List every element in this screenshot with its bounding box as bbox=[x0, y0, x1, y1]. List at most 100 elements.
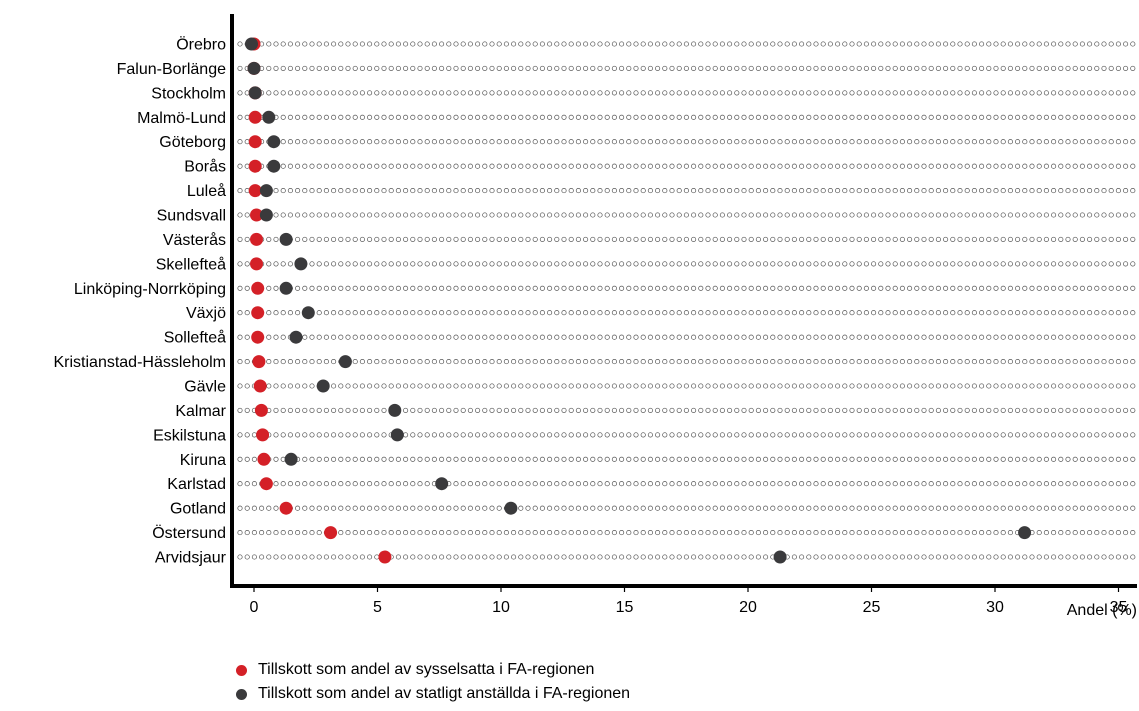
point-state-share bbox=[301, 306, 315, 320]
point-employed-share bbox=[248, 135, 262, 149]
point-state-share bbox=[338, 355, 352, 369]
x-axis-title: Andel (%) bbox=[1067, 602, 1137, 619]
legend-dark-dot-icon bbox=[236, 688, 247, 700]
point-state-share bbox=[262, 110, 276, 124]
point-state-share bbox=[267, 159, 281, 173]
point-state-share bbox=[294, 257, 308, 271]
category-label: Malmö-Lund bbox=[137, 110, 226, 127]
point-state-share bbox=[504, 501, 518, 515]
point-employed-share bbox=[250, 257, 263, 271]
point-state-share bbox=[247, 61, 261, 75]
x-tick-label: 15 bbox=[616, 599, 634, 616]
x-tick-label: 35 bbox=[1110, 599, 1128, 616]
row-guide bbox=[237, 236, 1136, 242]
point-state-share bbox=[289, 330, 303, 344]
point-state-share bbox=[248, 86, 262, 100]
row-guide bbox=[237, 481, 1136, 487]
point-employed-share bbox=[252, 355, 266, 369]
row-guide bbox=[237, 188, 1136, 194]
x-ticks: 0 5 10 15 20 25 30 35 bbox=[250, 586, 1128, 616]
category-label: Skellefteå bbox=[156, 255, 226, 273]
row-guide bbox=[237, 212, 1136, 218]
point-state-share bbox=[316, 379, 330, 393]
category-label: Kalmar bbox=[175, 403, 226, 420]
x-tick-label: 25 bbox=[863, 599, 881, 616]
point-employed-share bbox=[254, 403, 268, 417]
legend-item-employed: Tillskott som andel av sysselsatta i FA-… bbox=[236, 658, 630, 682]
point-state-share bbox=[388, 403, 402, 417]
point-state-share bbox=[435, 477, 449, 491]
point-state-share bbox=[1018, 526, 1032, 540]
point-state-share bbox=[267, 135, 281, 149]
category-label: Kristianstad-Hässleholm bbox=[53, 354, 226, 371]
category-label: Kiruna bbox=[180, 452, 226, 469]
point-state-share bbox=[259, 184, 273, 198]
category-label: Sollefteå bbox=[164, 329, 226, 347]
legend-item-state-employees: Tillskott som andel av statligt anställd… bbox=[236, 682, 630, 706]
category-label: Örebro bbox=[176, 36, 226, 54]
point-state-share bbox=[390, 428, 404, 442]
row-guide bbox=[237, 114, 1136, 120]
point-employed-share bbox=[256, 428, 270, 442]
category-label: Eskilstuna bbox=[153, 427, 226, 444]
point-employed-share bbox=[253, 379, 267, 393]
category-label: Göteborg bbox=[159, 134, 226, 151]
point-employed-share bbox=[259, 477, 273, 491]
row-guide bbox=[237, 383, 1136, 389]
data-points bbox=[245, 37, 1032, 564]
row-guide bbox=[237, 456, 1136, 462]
x-tick-label: 0 bbox=[250, 599, 259, 616]
point-state-share bbox=[284, 452, 298, 466]
row-guide bbox=[237, 505, 1136, 511]
category-label: Karlstad bbox=[167, 476, 226, 493]
row-guide bbox=[237, 285, 1136, 291]
category-label: Östersund bbox=[152, 524, 226, 542]
x-tick-label: 20 bbox=[739, 599, 757, 616]
point-state-share bbox=[245, 37, 258, 51]
legend: Tillskott som andel av sysselsatta i FA-… bbox=[236, 658, 630, 706]
category-label: Stockholm bbox=[151, 85, 226, 102]
point-employed-share bbox=[378, 550, 392, 564]
legend-red-dot-icon bbox=[236, 664, 247, 676]
row-guide bbox=[237, 334, 1136, 340]
point-state-share bbox=[773, 550, 787, 564]
point-employed-share bbox=[251, 306, 265, 320]
point-employed-share bbox=[324, 526, 338, 540]
row-guide bbox=[237, 261, 1136, 267]
point-employed-share bbox=[248, 159, 262, 173]
row-guide bbox=[237, 65, 1136, 71]
row-guide bbox=[237, 163, 1136, 169]
point-state-share bbox=[279, 232, 293, 246]
category-label: Gävle bbox=[184, 379, 226, 396]
point-employed-share bbox=[248, 110, 262, 124]
category-label: Sundsvall bbox=[157, 208, 226, 225]
category-label: Borås bbox=[184, 158, 226, 176]
legend-label-employed: Tillskott som andel av sysselsatta i FA-… bbox=[258, 661, 595, 678]
point-employed-share bbox=[251, 281, 265, 295]
legend-label-state-employees: Tillskott som andel av statligt anställd… bbox=[258, 685, 631, 702]
dotted-guides bbox=[237, 41, 1136, 560]
point-employed-share bbox=[251, 330, 265, 344]
category-label: Luleå bbox=[187, 182, 226, 200]
category-label: Västerås bbox=[163, 231, 226, 249]
point-employed-share bbox=[257, 452, 271, 466]
row-guide bbox=[237, 90, 1136, 96]
category-label: Växjö bbox=[186, 305, 226, 322]
point-employed-share bbox=[250, 208, 263, 222]
point-employed-share bbox=[248, 184, 262, 198]
category-labels: Örebro Falun-Borlänge Stockholm Malmö-Lund G… bbox=[53, 36, 226, 567]
point-state-share bbox=[279, 281, 293, 295]
category-label: Arvidsjaur bbox=[155, 550, 227, 567]
x-tick-label: 5 bbox=[373, 599, 382, 616]
row-guide bbox=[237, 41, 1136, 47]
category-label: Falun-Borlänge bbox=[117, 61, 227, 78]
point-state-share bbox=[259, 208, 273, 222]
point-employed-share bbox=[250, 232, 263, 246]
row-guide bbox=[237, 407, 1136, 413]
row-guide bbox=[237, 530, 1136, 536]
row-guide bbox=[237, 139, 1136, 145]
row-guide bbox=[237, 554, 1136, 560]
row-guide bbox=[237, 432, 1136, 438]
row-guide bbox=[237, 310, 1136, 316]
